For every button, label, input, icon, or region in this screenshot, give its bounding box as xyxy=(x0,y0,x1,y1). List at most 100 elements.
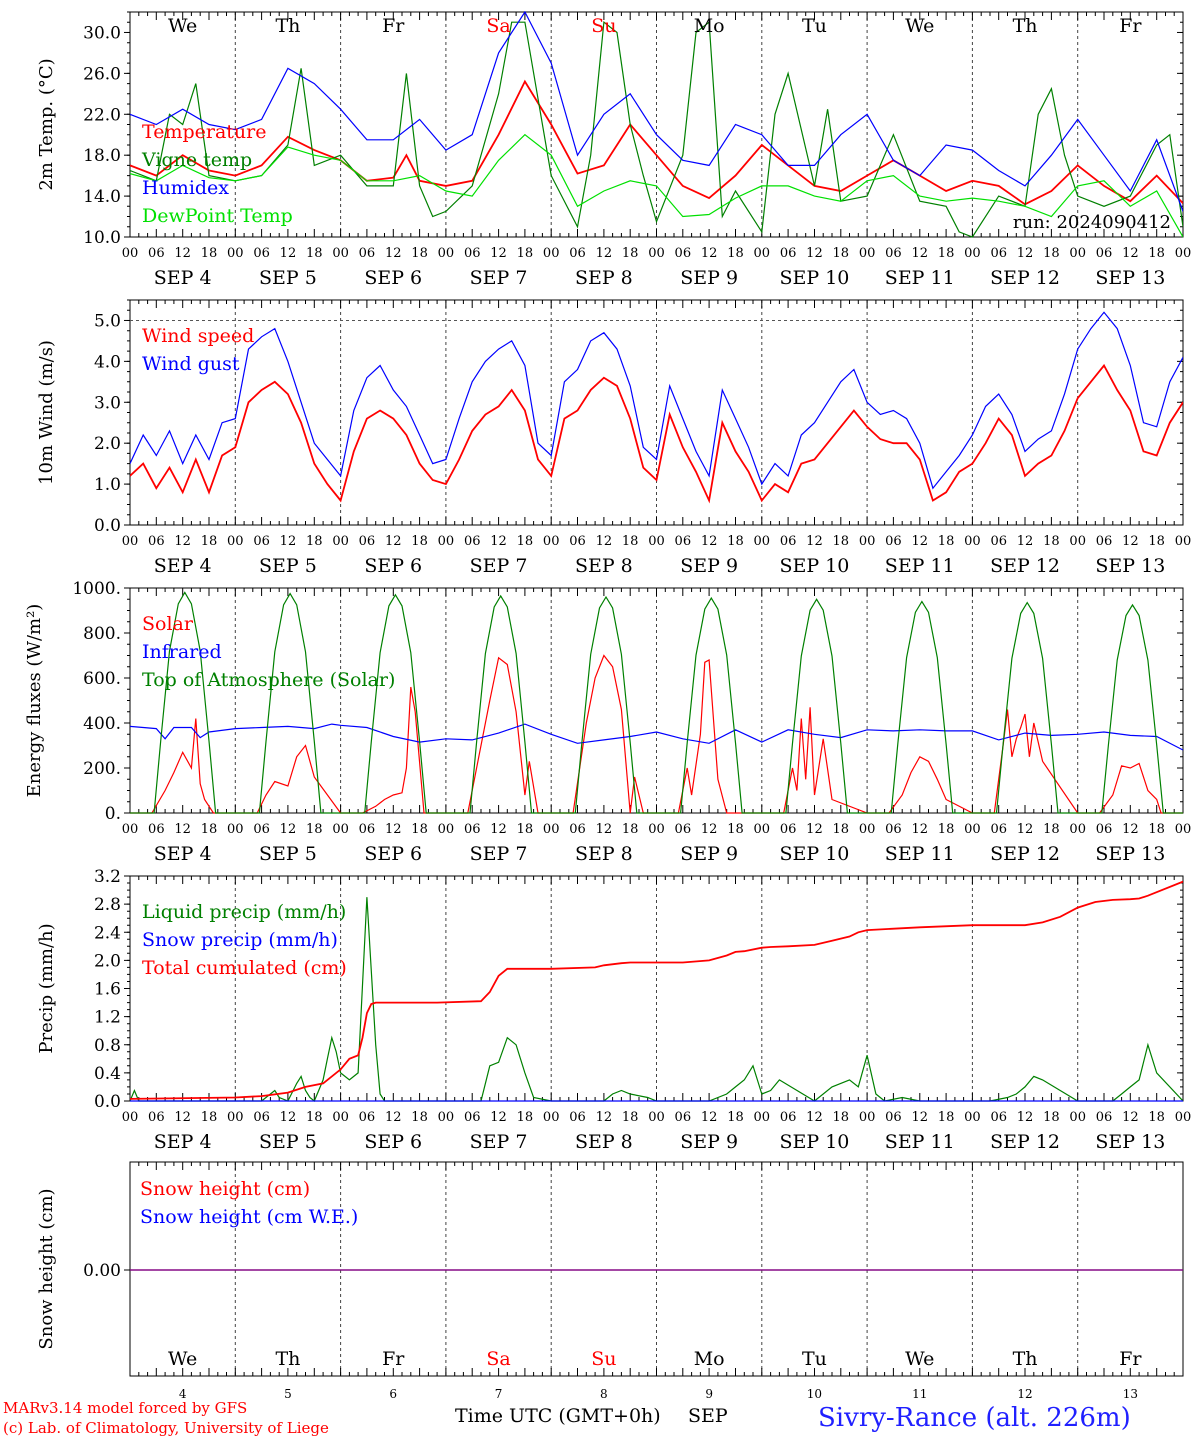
hour-tick-label: 00 xyxy=(332,534,349,549)
x-axis-label: Time UTC (GMT+0h) xyxy=(455,1405,661,1427)
date-label: SEP 6 xyxy=(364,843,422,865)
y-tick-label: 14.0 xyxy=(83,187,121,207)
legend-entry: Snow height (cm) xyxy=(140,1178,310,1200)
y-tick-label: 3.2 xyxy=(94,867,121,887)
hour-tick-label: 12 xyxy=(385,822,402,837)
day-name: We xyxy=(905,15,934,37)
hour-tick-label: 18 xyxy=(833,534,850,549)
hour-tick-label: 12 xyxy=(911,1110,928,1125)
hour-tick-label: 06 xyxy=(569,534,586,549)
hour-tick-label: 12 xyxy=(806,1110,823,1125)
y-tick-label: 1.2 xyxy=(94,1008,121,1028)
y-tick-label: 2.0 xyxy=(94,434,121,454)
date-label: SEP 9 xyxy=(680,267,738,289)
y-tick-label: 18.0 xyxy=(83,146,121,166)
hour-tick-label: 00 xyxy=(859,534,876,549)
hour-tick-label: 18 xyxy=(411,246,428,261)
hour-tick-label: 00 xyxy=(1175,534,1192,549)
hour-tick-label: 18 xyxy=(833,1110,850,1125)
date-label: SEP 8 xyxy=(575,1131,633,1153)
date-label: SEP 4 xyxy=(154,843,212,865)
hour-tick-label: 06 xyxy=(780,246,797,261)
hour-tick-label: 12 xyxy=(1122,246,1139,261)
y-tick-label: 0.0 xyxy=(94,516,121,536)
hour-tick-label: 12 xyxy=(911,822,928,837)
x-axis-ticks xyxy=(129,12,1184,237)
hour-tick-label: 12 xyxy=(701,1110,718,1125)
date-label: SEP 7 xyxy=(470,1131,528,1153)
day-name: Tu xyxy=(802,1348,827,1370)
day-name: Th xyxy=(275,1348,300,1370)
hour-tick-label: 00 xyxy=(543,1110,560,1125)
hour-tick-label: 00 xyxy=(543,246,560,261)
date-number: 11 xyxy=(912,1387,927,1401)
hour-tick-label: 06 xyxy=(885,534,902,549)
plot-frame xyxy=(129,299,1184,526)
lab-credit: (c) Lab. of Climatology, University of L… xyxy=(3,1419,329,1437)
hour-tick-label: 12 xyxy=(280,822,297,837)
y-tick-label: 22.0 xyxy=(83,105,121,125)
hour-tick-label: 18 xyxy=(727,246,744,261)
date-label: SEP 7 xyxy=(470,843,528,865)
date-label: SEP 12 xyxy=(990,555,1060,577)
date-number: 6 xyxy=(389,1387,397,1401)
hour-tick-label: 18 xyxy=(938,1110,955,1125)
hour-tick-label: 18 xyxy=(1148,822,1165,837)
hour-tick-label: 18 xyxy=(622,822,639,837)
hour-tick-label: 00 xyxy=(964,1110,981,1125)
legend-entry: Solar xyxy=(142,613,194,635)
date-label: SEP 8 xyxy=(575,267,633,289)
hour-tick-label: 00 xyxy=(648,1110,665,1125)
y-tick-label: 0.8 xyxy=(94,1036,121,1056)
hour-tick-label: 12 xyxy=(1122,822,1139,837)
series-line xyxy=(130,133,1183,238)
hour-tick-label: 06 xyxy=(148,534,165,549)
date-label: SEP 6 xyxy=(364,555,422,577)
series-line xyxy=(130,880,1183,1100)
hour-tick-label: 12 xyxy=(806,534,823,549)
date-label: SEP 4 xyxy=(154,267,212,289)
hour-tick-label: 06 xyxy=(253,822,270,837)
hour-tick-label: 06 xyxy=(885,822,902,837)
hour-tick-label: 00 xyxy=(543,822,560,837)
hour-tick-label: 00 xyxy=(438,246,455,261)
hour-tick-label: 12 xyxy=(280,1110,297,1125)
hour-tick-label: 18 xyxy=(201,534,218,549)
hour-tick-label: 12 xyxy=(596,822,613,837)
y-tick-label: 800. xyxy=(83,624,121,644)
hour-tick-label: 06 xyxy=(1096,534,1113,549)
hour-tick-label: 18 xyxy=(517,822,534,837)
hour-tick-label: 12 xyxy=(596,534,613,549)
hour-tick-label: 06 xyxy=(1096,1110,1113,1125)
legend-entry: Wind speed xyxy=(142,325,254,347)
hour-tick-label: 12 xyxy=(174,822,191,837)
y-tick-label: 0.4 xyxy=(94,1064,121,1084)
hour-tick-label: 06 xyxy=(148,246,165,261)
hour-tick-label: 12 xyxy=(701,246,718,261)
hour-tick-label: 18 xyxy=(727,534,744,549)
day-name: Mo xyxy=(694,15,725,37)
date-label: SEP 12 xyxy=(990,267,1060,289)
hour-tick-label: 12 xyxy=(1017,534,1034,549)
date-label: SEP 5 xyxy=(259,267,317,289)
hour-tick-label: 00 xyxy=(1069,1110,1086,1125)
panel-temp: 10.0 14.0 18.0 22.0 26.0 30.0 2m Temp. (°C) Tem… xyxy=(36,11,1191,289)
date-label: SEP 9 xyxy=(680,555,738,577)
legend-entry: Vigne temp xyxy=(141,149,252,171)
y-tick-label: 200. xyxy=(83,759,121,779)
hour-tick-label: 12 xyxy=(596,246,613,261)
hour-tick-label: 12 xyxy=(1017,246,1034,261)
day-name: Mo xyxy=(694,1348,725,1370)
hour-tick-label: 00 xyxy=(1175,1110,1192,1125)
hour-tick-label: 06 xyxy=(359,246,376,261)
hour-tick-label: 06 xyxy=(675,1110,692,1125)
hour-tick-label: 12 xyxy=(385,534,402,549)
date-number: 4 xyxy=(179,1387,187,1401)
date-label: SEP 8 xyxy=(575,843,633,865)
day-name: Su xyxy=(591,1348,616,1370)
hour-tick-label: 18 xyxy=(622,246,639,261)
hour-tick-label: 18 xyxy=(938,822,955,837)
day-name: Fr xyxy=(382,1348,405,1370)
date-label: SEP 13 xyxy=(1095,267,1165,289)
day-name: Th xyxy=(1013,15,1038,37)
